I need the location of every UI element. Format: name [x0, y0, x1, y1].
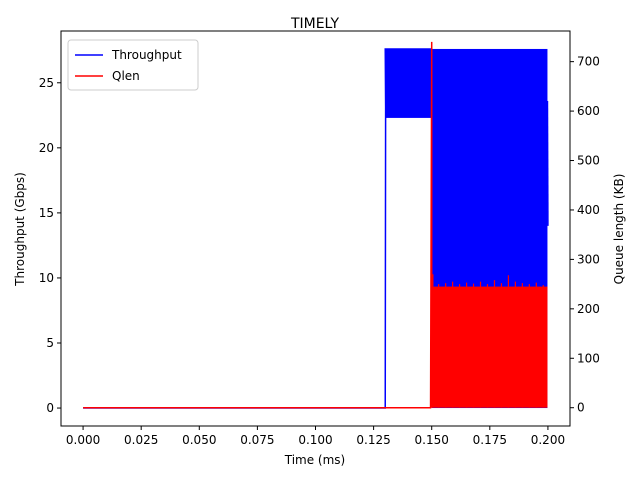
chart-title: TIMELY — [290, 16, 340, 32]
x-axis-label: Time (ms) — [284, 453, 346, 467]
y-right-tick-label: 0 — [577, 401, 585, 415]
series-qlen-band-0 — [431, 286, 548, 408]
y-axis-left-label: Throughput (Gbps) — [13, 172, 27, 287]
x-tick-label: 0.200 — [531, 433, 565, 447]
y-left-tick-label: 25 — [39, 76, 54, 90]
series-throughput-band-0 — [385, 48, 432, 118]
legend-throughput-label: Throughput — [111, 48, 182, 62]
x-tick-label: 0.125 — [356, 433, 390, 447]
x-tick-label: 0.000 — [66, 433, 100, 447]
y-right-tick-label: 500 — [577, 154, 600, 168]
y-left-tick-label: 0 — [46, 401, 54, 415]
axis-ticks: 0.000 0.025 0.050 0.075 0.100 0.125 0.150 0.175… — [39, 55, 600, 447]
x-tick-label: 0.150 — [415, 433, 449, 447]
x-tick-label: 0.100 — [298, 433, 332, 447]
x-tick-label: 0.025 — [124, 433, 158, 447]
y-right-tick-label: 700 — [577, 55, 600, 69]
y-right-tick-label: 300 — [577, 252, 600, 266]
y-right-tick-label: 100 — [577, 351, 600, 365]
y-left-tick-label: 15 — [39, 206, 54, 220]
y-left-tick-label: 5 — [46, 336, 54, 350]
x-tick-label: 0.050 — [182, 433, 216, 447]
series-qlen-line-0 — [83, 41, 433, 409]
x-tick-label: 0.075 — [240, 433, 274, 447]
y-left-tick-label: 10 — [39, 271, 54, 285]
y-right-tick-label: 600 — [577, 104, 600, 118]
y-axis-right-label: Queue length (KB) — [612, 174, 626, 285]
plot-area — [83, 41, 549, 409]
legend: Throughput Qlen — [67, 39, 199, 91]
y-right-tick-label: 400 — [577, 203, 600, 217]
legend-box — [67, 39, 199, 91]
y-right-tick-label: 200 — [577, 302, 600, 316]
x-tick-label: 0.175 — [473, 433, 507, 447]
legend-qlen-label: Qlen — [112, 69, 140, 83]
y-left-tick-label: 20 — [39, 141, 54, 155]
